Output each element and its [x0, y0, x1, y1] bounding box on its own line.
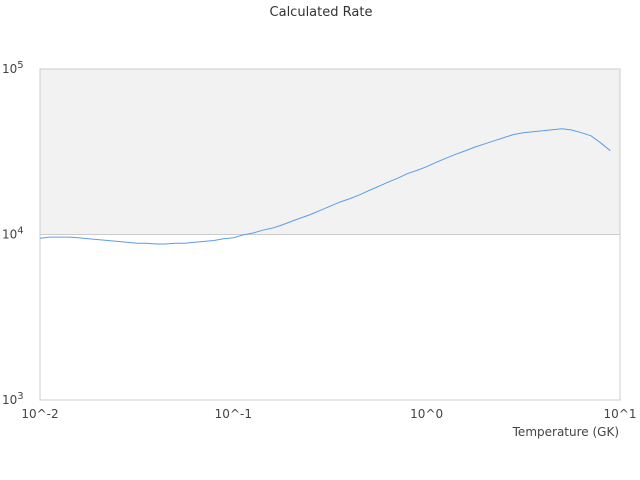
series-line: [39, 128, 611, 245]
x-tick-labels: 10^-2 10^-1 10^0 10^1: [21, 407, 636, 421]
x-tick-label: 10^-1: [215, 407, 252, 421]
y-tick-label: 104: [2, 226, 24, 242]
x-tick-label: 10^0: [410, 407, 443, 421]
x-axis-label: Temperature (GK): [512, 425, 619, 439]
series-lines: [39, 128, 611, 245]
y-tick-label: 103: [2, 391, 24, 407]
chart-title: Calculated Rate: [270, 5, 373, 20]
plot-band-upper: [40, 69, 620, 235]
y-tick-label: 105: [2, 60, 24, 76]
x-tick-label: 10^1: [604, 407, 637, 421]
x-tick-label: 10^-2: [21, 407, 58, 421]
y-tick-labels: 103 104 105: [2, 60, 24, 407]
